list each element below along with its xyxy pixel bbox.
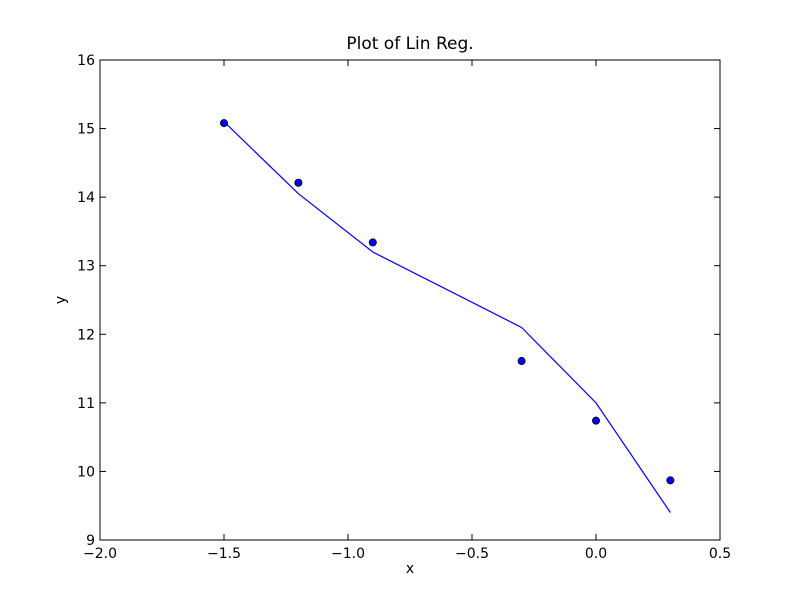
data-point xyxy=(592,416,601,425)
plot-frame xyxy=(99,59,721,541)
y-tick-label: 10 xyxy=(77,464,95,480)
y-tick-label: 15 xyxy=(77,122,95,138)
x-tick-label: −2.0 xyxy=(83,546,117,562)
x-tick-label: −1.5 xyxy=(207,546,241,562)
data-point xyxy=(368,238,377,247)
data-point xyxy=(294,178,303,187)
x-axis-label: x xyxy=(406,561,414,577)
chart-title: Plot of Lin Reg. xyxy=(346,34,473,54)
y-tick-label: 12 xyxy=(77,327,95,343)
x-tick-label: −0.5 xyxy=(455,546,489,562)
x-tick-label: −1.0 xyxy=(331,546,365,562)
data-point xyxy=(666,476,675,485)
y-tick-label: 14 xyxy=(77,190,95,206)
x-tick-label: 0.0 xyxy=(585,546,607,562)
data-point xyxy=(517,357,526,366)
regression-line xyxy=(223,121,671,513)
y-tick-label: 11 xyxy=(77,396,95,412)
series-layer xyxy=(219,119,675,513)
ticks-layer: −2.0 −1.5 −1.0 −0.5 0.0 0.5 9 10 11 12 13 14 15 16 xyxy=(77,53,731,562)
y-axis-label: y xyxy=(53,296,69,304)
x-tick-label: 0.5 xyxy=(709,546,731,562)
data-point xyxy=(219,119,228,128)
y-tick-label: 9 xyxy=(86,533,95,549)
y-tick-label: 16 xyxy=(77,53,95,69)
y-tick-label: 13 xyxy=(77,259,95,275)
